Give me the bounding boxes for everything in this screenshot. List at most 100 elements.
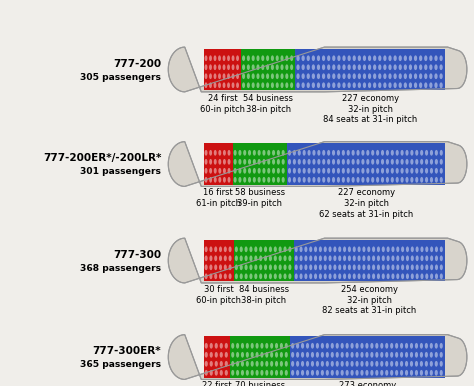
- Ellipse shape: [385, 343, 388, 349]
- Ellipse shape: [352, 159, 355, 165]
- Ellipse shape: [365, 343, 368, 349]
- Ellipse shape: [309, 256, 312, 261]
- Ellipse shape: [356, 352, 359, 358]
- Ellipse shape: [259, 273, 262, 279]
- Ellipse shape: [205, 150, 208, 156]
- Ellipse shape: [264, 264, 267, 270]
- Ellipse shape: [367, 256, 370, 261]
- Ellipse shape: [435, 256, 438, 261]
- Ellipse shape: [209, 55, 212, 61]
- Ellipse shape: [391, 150, 394, 156]
- PathPatch shape: [168, 335, 467, 379]
- Ellipse shape: [415, 177, 419, 183]
- Ellipse shape: [249, 246, 253, 252]
- Ellipse shape: [370, 343, 374, 349]
- Ellipse shape: [275, 370, 278, 376]
- Ellipse shape: [381, 168, 384, 174]
- Ellipse shape: [327, 177, 330, 183]
- Ellipse shape: [405, 168, 409, 174]
- Ellipse shape: [259, 246, 262, 252]
- Ellipse shape: [295, 246, 298, 252]
- Ellipse shape: [440, 168, 443, 174]
- Ellipse shape: [414, 82, 417, 88]
- Ellipse shape: [365, 352, 368, 358]
- Ellipse shape: [205, 64, 208, 70]
- Ellipse shape: [419, 73, 422, 79]
- Ellipse shape: [393, 55, 397, 61]
- Ellipse shape: [401, 150, 404, 156]
- Ellipse shape: [238, 159, 241, 165]
- Ellipse shape: [373, 55, 376, 61]
- Ellipse shape: [218, 82, 221, 88]
- Ellipse shape: [218, 55, 221, 61]
- Ellipse shape: [280, 343, 283, 349]
- Ellipse shape: [260, 361, 264, 367]
- Ellipse shape: [376, 150, 379, 156]
- Ellipse shape: [385, 361, 388, 367]
- Ellipse shape: [358, 55, 361, 61]
- Ellipse shape: [332, 64, 336, 70]
- Ellipse shape: [275, 361, 278, 367]
- Ellipse shape: [209, 168, 212, 174]
- Ellipse shape: [420, 168, 423, 174]
- Ellipse shape: [215, 352, 218, 358]
- FancyBboxPatch shape: [204, 240, 234, 281]
- Ellipse shape: [215, 361, 218, 367]
- Ellipse shape: [425, 246, 428, 252]
- Ellipse shape: [263, 168, 265, 174]
- Ellipse shape: [416, 256, 419, 261]
- Ellipse shape: [367, 273, 370, 279]
- Ellipse shape: [350, 361, 354, 367]
- Ellipse shape: [275, 343, 278, 349]
- Ellipse shape: [266, 64, 269, 70]
- Ellipse shape: [420, 343, 423, 349]
- Ellipse shape: [346, 177, 350, 183]
- Ellipse shape: [392, 246, 394, 252]
- Ellipse shape: [411, 246, 414, 252]
- Ellipse shape: [205, 352, 208, 358]
- FancyBboxPatch shape: [204, 240, 234, 281]
- Ellipse shape: [223, 55, 226, 61]
- Text: 368 passengers: 368 passengers: [80, 264, 161, 273]
- Ellipse shape: [245, 246, 247, 252]
- Ellipse shape: [393, 64, 397, 70]
- Ellipse shape: [235, 246, 238, 252]
- Ellipse shape: [380, 370, 383, 376]
- Ellipse shape: [386, 150, 389, 156]
- Ellipse shape: [346, 168, 350, 174]
- Ellipse shape: [322, 73, 325, 79]
- Ellipse shape: [219, 177, 221, 183]
- Ellipse shape: [419, 55, 422, 61]
- Ellipse shape: [263, 150, 265, 156]
- Ellipse shape: [435, 343, 438, 349]
- Ellipse shape: [240, 273, 243, 279]
- Ellipse shape: [424, 64, 428, 70]
- Ellipse shape: [346, 159, 350, 165]
- Ellipse shape: [356, 150, 360, 156]
- Ellipse shape: [350, 352, 354, 358]
- Ellipse shape: [279, 273, 282, 279]
- Ellipse shape: [219, 343, 223, 349]
- Ellipse shape: [296, 73, 300, 79]
- Ellipse shape: [269, 264, 272, 270]
- Ellipse shape: [227, 55, 230, 61]
- Ellipse shape: [327, 64, 330, 70]
- Ellipse shape: [346, 352, 349, 358]
- Ellipse shape: [321, 343, 324, 349]
- Ellipse shape: [424, 55, 428, 61]
- Ellipse shape: [440, 159, 443, 165]
- Ellipse shape: [380, 343, 383, 349]
- Ellipse shape: [301, 343, 304, 349]
- Ellipse shape: [223, 168, 226, 174]
- Ellipse shape: [366, 159, 369, 165]
- Ellipse shape: [205, 256, 208, 261]
- Ellipse shape: [409, 55, 412, 61]
- Ellipse shape: [434, 73, 438, 79]
- Ellipse shape: [235, 256, 238, 261]
- Ellipse shape: [232, 82, 235, 88]
- Ellipse shape: [333, 273, 337, 279]
- Ellipse shape: [256, 64, 260, 70]
- Ellipse shape: [253, 168, 256, 174]
- Ellipse shape: [410, 343, 413, 349]
- Ellipse shape: [283, 256, 287, 261]
